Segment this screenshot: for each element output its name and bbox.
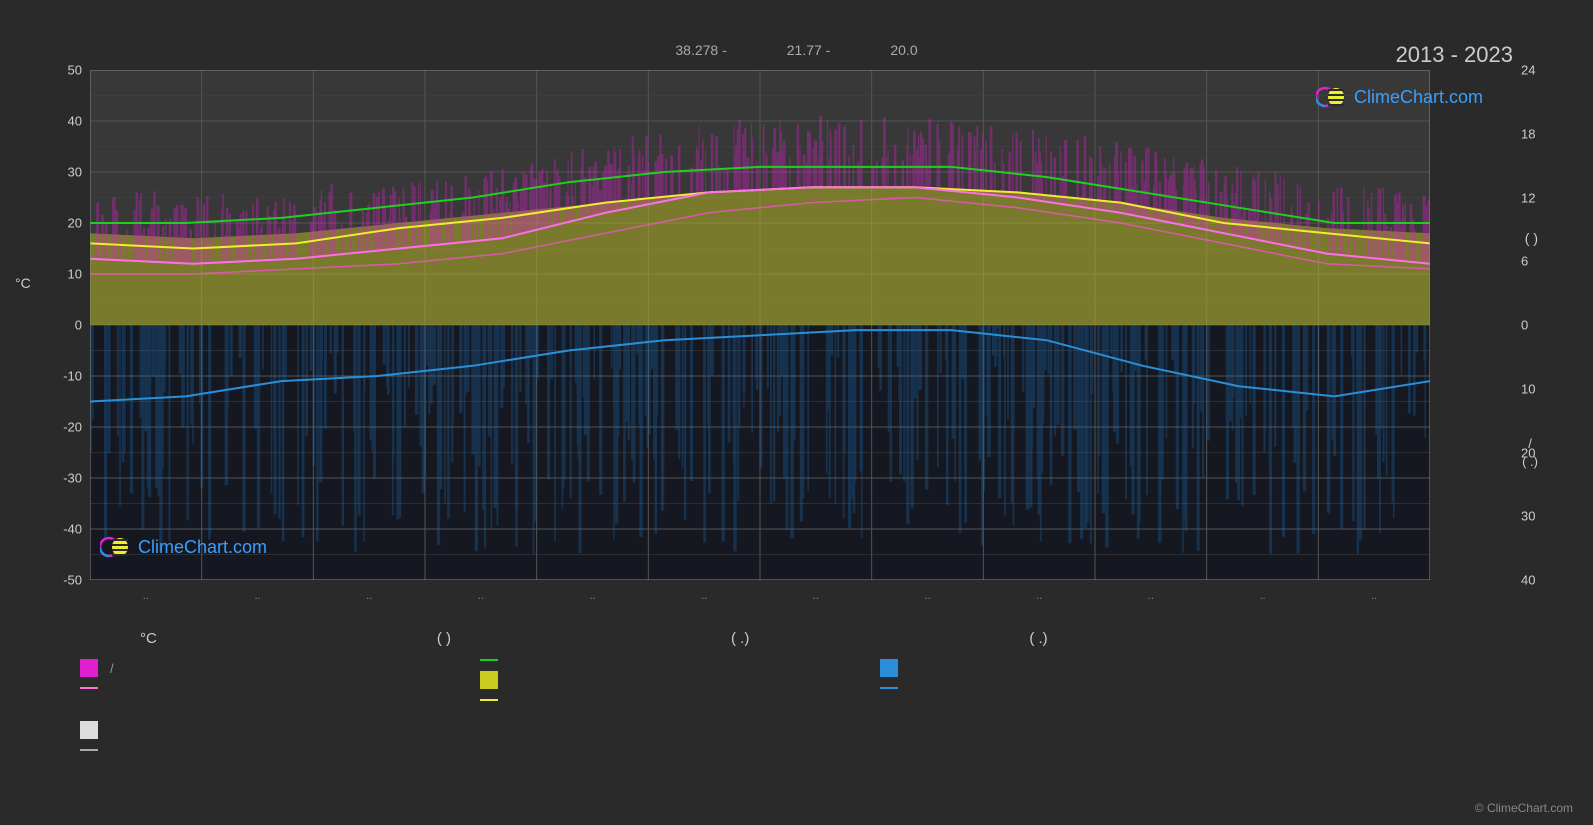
x-tick: ..: [254, 590, 260, 602]
y-tick-right: 40: [1521, 573, 1535, 588]
y-tick-left: -50: [63, 573, 82, 588]
legend: °C ( ) ( .) ( .) /: [80, 630, 1520, 751]
legend-line-icon: [880, 687, 898, 689]
legend-item: /: [80, 659, 480, 677]
lon-value: 21.77 -: [787, 42, 831, 58]
watermark-text: ClimeChart.com: [1354, 87, 1483, 108]
y-axis-right-lower-label: /( .): [1522, 435, 1538, 471]
x-tick: ..: [366, 590, 372, 602]
legend-swatch: [880, 659, 898, 677]
y-axis-right-lower-label-line: ( .): [1522, 453, 1538, 471]
watermark-text: ClimeChart.com: [138, 537, 267, 558]
y-tick-right: 12: [1521, 190, 1535, 205]
x-tick: ..: [924, 590, 930, 602]
y-tick-right: 10: [1521, 381, 1535, 396]
y-tick-right: 30: [1521, 509, 1535, 524]
legend-item: [480, 659, 880, 661]
legend-line-icon: [480, 659, 498, 661]
legend-column: /: [80, 659, 480, 701]
y-tick-right: 18: [1521, 126, 1535, 141]
y-tick-left: -40: [63, 522, 82, 537]
watermark-bottom: ClimeChart.com: [100, 535, 267, 559]
year-range: 2013 - 2023: [1396, 42, 1513, 68]
lat-value: 38.278 -: [675, 42, 726, 58]
logo-icon: [100, 535, 132, 559]
legend-column: [480, 659, 880, 701]
y-axis-right-upper-label: ( ): [1525, 230, 1538, 246]
legend-item: [880, 659, 1280, 677]
legend-header: ( .): [1029, 630, 1047, 647]
legend-items: /: [80, 659, 1520, 751]
x-axis: ........................: [90, 590, 1430, 610]
y-tick-left: -20: [63, 420, 82, 435]
y-tick-left: 50: [68, 63, 82, 78]
y-tick-left: -10: [63, 369, 82, 384]
x-tick: ..: [143, 590, 149, 602]
y-axis-left-label: °C: [15, 275, 31, 291]
header-coords: 38.278 - 21.77 - 20.0: [0, 42, 1593, 58]
legend-line-icon: [80, 687, 98, 689]
legend-line-icon: [480, 699, 498, 701]
chart-svg: [90, 70, 1430, 580]
legend-headers: °C ( ) ( .) ( .): [80, 630, 1520, 647]
y-tick-right: 0: [1521, 318, 1528, 333]
x-tick: ..: [701, 590, 707, 602]
legend-item: [480, 699, 880, 701]
x-tick: ..: [1259, 590, 1265, 602]
climate-chart: [90, 70, 1430, 580]
legend-item: [80, 687, 480, 689]
watermark-top: ClimeChart.com: [1316, 85, 1483, 109]
y-tick-right: 6: [1521, 254, 1528, 269]
elev-value: 20.0: [890, 42, 917, 58]
legend-label: /: [110, 661, 114, 676]
y-tick-right: 24: [1521, 63, 1535, 78]
x-tick: ..: [1371, 590, 1377, 602]
legend-line-icon: [80, 749, 98, 751]
legend-item: [80, 749, 480, 751]
x-tick: ..: [589, 590, 595, 602]
x-tick: ..: [1036, 590, 1042, 602]
logo-icon: [1316, 85, 1348, 109]
legend-item: [880, 687, 1280, 689]
legend-swatch: [80, 659, 98, 677]
y-axis-right-lower-label-line: /: [1522, 435, 1538, 453]
legend-swatch: [80, 721, 98, 739]
y-tick-left: 10: [68, 267, 82, 282]
legend-header: °C: [140, 630, 157, 647]
x-tick: ..: [813, 590, 819, 602]
legend-column: [80, 721, 480, 751]
legend-column: [880, 659, 1280, 701]
legend-item: [480, 671, 880, 689]
y-axis-right: 2418126010203040: [1513, 70, 1563, 580]
y-tick-left: -30: [63, 471, 82, 486]
legend-swatch: [480, 671, 498, 689]
legend-item: [80, 721, 480, 739]
x-tick: ..: [1148, 590, 1154, 602]
legend-header: ( ): [437, 630, 451, 647]
x-tick: ..: [478, 590, 484, 602]
y-axis-left: 50403020100-10-20-30-40-50: [40, 70, 90, 580]
y-tick-left: 20: [68, 216, 82, 231]
legend-header: ( .): [731, 630, 749, 647]
y-tick-left: 30: [68, 165, 82, 180]
y-tick-left: 40: [68, 114, 82, 129]
copyright: © ClimeChart.com: [1475, 801, 1573, 815]
y-tick-left: 0: [75, 318, 82, 333]
